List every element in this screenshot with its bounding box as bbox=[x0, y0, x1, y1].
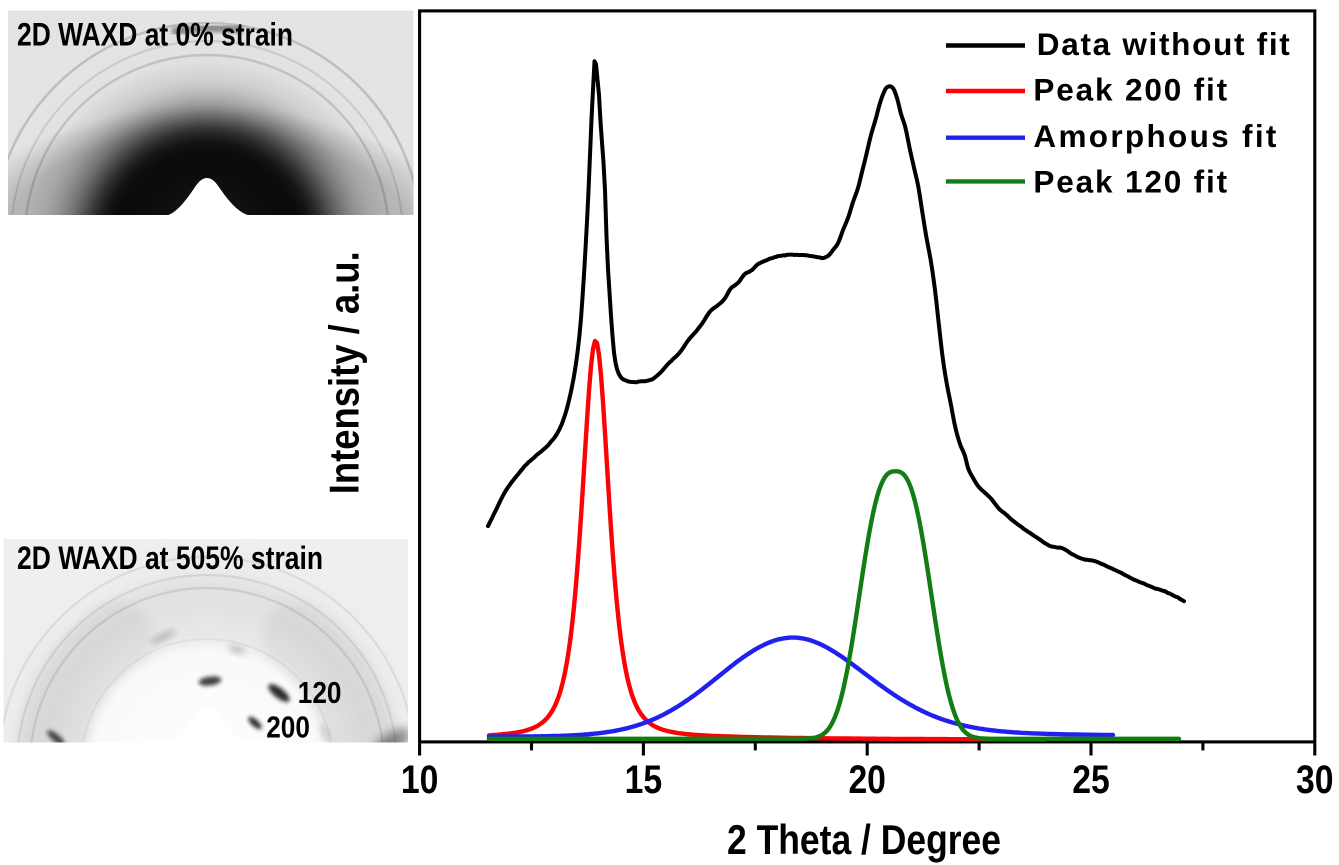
svg-text:30: 30 bbox=[1296, 758, 1334, 802]
svg-text:Amorphous fit: Amorphous fit bbox=[1033, 118, 1277, 154]
svg-text:200: 200 bbox=[266, 709, 310, 744]
svg-text:2D WAXD at 0% strain: 2D WAXD at 0% strain bbox=[17, 17, 293, 53]
svg-text:Peak 200 fit: Peak 200 fit bbox=[1033, 72, 1227, 108]
svg-text:15: 15 bbox=[625, 758, 663, 802]
svg-text:25: 25 bbox=[1072, 758, 1110, 802]
svg-text:Data without fit: Data without fit bbox=[1037, 26, 1291, 62]
svg-text:Peak 120 fit: Peak 120 fit bbox=[1033, 163, 1227, 199]
svg-text:Intensity / a.u.: Intensity / a.u. bbox=[321, 251, 368, 494]
svg-text:20: 20 bbox=[848, 758, 886, 802]
svg-text:120: 120 bbox=[298, 675, 342, 710]
svg-text:10: 10 bbox=[401, 758, 439, 802]
svg-text:2D WAXD at 505% strain: 2D WAXD at 505% strain bbox=[17, 540, 323, 576]
svg-text:2 Theta / Degree: 2 Theta / Degree bbox=[727, 816, 1001, 863]
